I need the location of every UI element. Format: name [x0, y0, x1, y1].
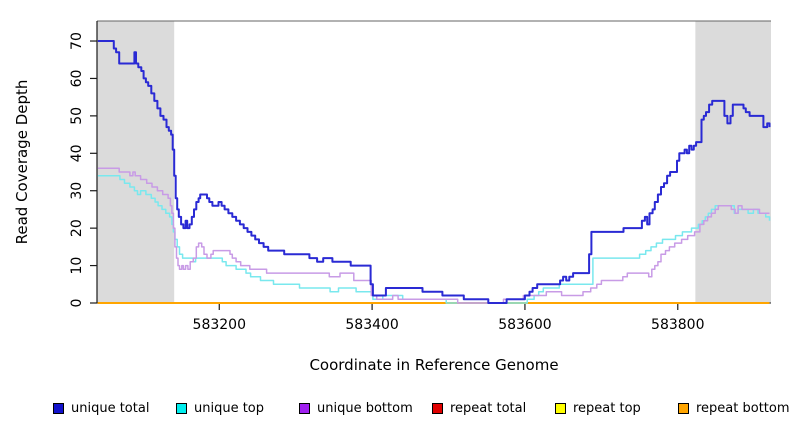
series-lines: [97, 40, 771, 304]
series-line-unique-top: [97, 175, 771, 304]
x-tick-label: 583800: [651, 317, 704, 333]
y-tick-label: 60: [69, 70, 85, 88]
plot-axes: [96, 20, 771, 304]
y-tick-label: 10: [69, 257, 85, 275]
axis-ticks: 583200 583400 583600 583800 0 10 20 30 40 50 60 70: [69, 32, 704, 333]
legend-swatch-icon: [555, 402, 566, 414]
legend-label: repeat bottom: [696, 400, 790, 416]
y-tick-label: 0: [69, 299, 85, 308]
legend-swatch-icon: [432, 402, 443, 414]
coverage-plot: 583200 583400 583600 583800010203040506070 …: [13, 20, 771, 374]
legend-swatch-icon: [299, 402, 310, 414]
legend-swatch-icon: [176, 402, 187, 414]
legend-swatch-icon: [678, 402, 689, 414]
legend-label: unique bottom: [317, 400, 413, 416]
y-tick-label: 40: [69, 144, 85, 162]
chart-legend: unique total unique top unique bottom repea…: [0, 399, 792, 423]
legend-swatch-icon: [53, 402, 64, 414]
legend-item-unique-bottom: unique bottom: [299, 399, 413, 417]
y-axis-title: Read Coverage Depth: [13, 80, 31, 245]
y-tick-label: 70: [69, 32, 85, 50]
legend-label: repeat top: [573, 400, 641, 416]
y-tick-label: 30: [69, 182, 85, 200]
legend-item-repeat-bottom: repeat bottom: [678, 399, 790, 417]
shaded-region: [97, 21, 175, 303]
y-tick-label: 20: [69, 219, 85, 237]
series-line-unique-total: [97, 40, 771, 304]
y-tick-label: 50: [69, 107, 85, 125]
legend-item-unique-total: unique total: [53, 399, 149, 417]
legend-label: unique total: [71, 400, 150, 416]
series-line-unique-bottom: [97, 167, 770, 304]
x-axis-title: Coordinate in Reference Genome: [309, 356, 558, 374]
legend-item-repeat-top: repeat top: [555, 399, 641, 417]
legend-item-repeat-total: repeat total: [432, 399, 526, 417]
highlight-regions: [97, 21, 771, 303]
shaded-region: [695, 21, 771, 303]
x-tick-label: 583600: [498, 317, 551, 333]
x-tick-label: 583200: [193, 317, 246, 333]
legend-label: repeat total: [450, 400, 527, 416]
legend-label: unique top: [194, 400, 265, 416]
legend-item-unique-top: unique top: [176, 399, 264, 417]
x-tick-label: 583400: [345, 317, 398, 333]
